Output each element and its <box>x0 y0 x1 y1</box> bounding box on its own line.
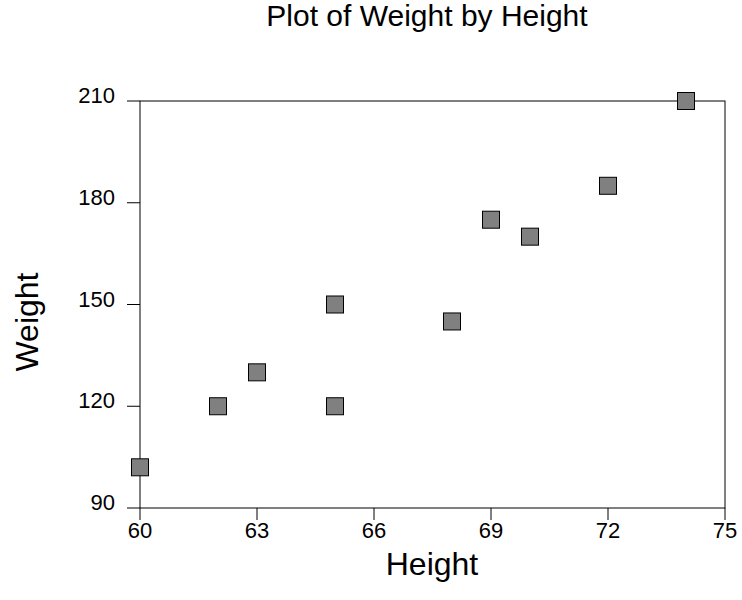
chart-container: Plot of Weight by Height 90 120 150 180 210 60… <box>0 0 742 600</box>
y-tick <box>127 202 140 203</box>
point <box>522 228 539 245</box>
point <box>249 364 266 381</box>
y-tick <box>127 508 140 509</box>
x-tick-label: 66 <box>362 518 386 543</box>
y-tick-label: 210 <box>78 83 115 108</box>
x-tick-label: 63 <box>245 518 269 543</box>
point <box>210 398 227 415</box>
title: Plot of Weight by Height <box>266 0 588 32</box>
x-axis-label: Height <box>386 546 479 582</box>
point <box>600 177 617 194</box>
x-tick-label: 75 <box>713 518 737 543</box>
y-tick-label: 120 <box>78 388 115 413</box>
plot-frame <box>140 101 725 508</box>
point <box>132 459 149 476</box>
x-tick-label: 72 <box>596 518 620 543</box>
point <box>444 313 461 330</box>
y-tick-label: 90 <box>91 490 115 515</box>
y-tick <box>127 101 140 102</box>
x-tick-label: 60 <box>128 518 152 543</box>
y-tick-label: 180 <box>78 185 115 210</box>
point <box>483 211 500 228</box>
point <box>327 296 344 313</box>
chart: Plot of Weight by Height 90 120 150 180 210 60… <box>0 0 742 600</box>
points <box>132 93 695 476</box>
y-axis-label: Weight <box>9 272 45 371</box>
y-tick <box>127 304 140 305</box>
y-tick <box>127 406 140 407</box>
point <box>678 93 695 110</box>
y-tick-label: 150 <box>78 287 115 312</box>
x-tick-label: 69 <box>479 518 503 543</box>
point <box>327 398 344 415</box>
